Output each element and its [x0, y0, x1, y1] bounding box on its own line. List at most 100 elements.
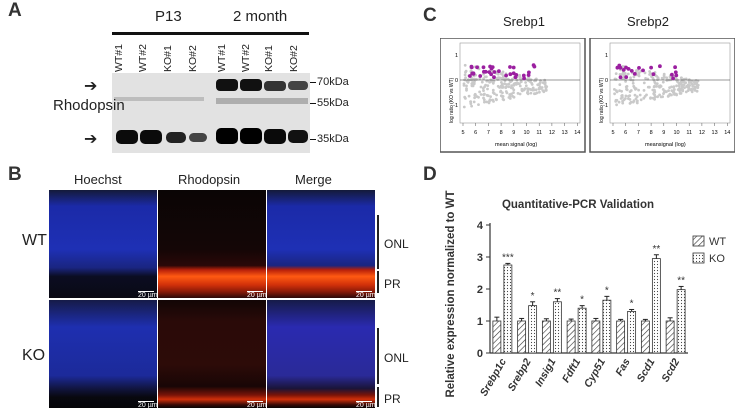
ma-significant-point: [658, 64, 662, 69]
lane-label: KO#2: [187, 45, 199, 72]
ma-background-point: [470, 82, 474, 86]
ma-background-point: [504, 85, 508, 89]
ma-background-point: [688, 81, 691, 84]
ma-ylabel-1: log ratio (KO vs WT): [449, 77, 455, 123]
legend-label: KO: [709, 253, 725, 265]
ma-background-point: [631, 81, 635, 85]
ma-significant-point: [671, 76, 675, 81]
ma-background-point: [464, 70, 467, 74]
ma-background-point: [538, 90, 541, 94]
row-ko-label: KO: [22, 347, 46, 364]
ma-background-point: [687, 87, 691, 91]
panel-b-letter: B: [8, 164, 22, 185]
wt-scale-bar-2: [247, 291, 263, 292]
ma-background-point: [518, 84, 522, 88]
category-label: Scd2: [659, 356, 682, 384]
ma-background-point: [501, 70, 505, 74]
ma-background-point: [625, 88, 629, 92]
ma-significant-point: [488, 64, 492, 69]
col-rhodopsin: Rhodopsin: [178, 172, 241, 187]
ko-scale-bar-1: [138, 401, 154, 402]
srebp1-title: Srebp1: [503, 14, 545, 29]
ma-background-point: [658, 93, 661, 97]
ma-background-point: [520, 88, 524, 92]
ma-y-tick-label: 0: [455, 78, 458, 84]
ma-background-point: [665, 76, 669, 80]
ma-plot-srebp2: log ratio (KO vs WT) meansignal (log) 5 6…: [589, 38, 735, 153]
ma-background-point: [624, 85, 628, 89]
ma-background-point: [463, 63, 467, 67]
ma-background-point: [481, 87, 485, 90]
ma-background-point: [689, 87, 693, 91]
ma-background-point: [624, 80, 627, 83]
ma-background-point: [639, 98, 643, 102]
ma-background-point: [661, 80, 665, 84]
ma-x-tick-label: 9: [662, 130, 665, 136]
ko-scale-text-1: 20 µm: [138, 402, 158, 409]
wt-hoechst-image: [49, 190, 157, 298]
ma-xlabel-2: meansignal (log): [645, 142, 686, 148]
marker-35: 35kDa: [317, 133, 349, 145]
ma-background-point: [529, 91, 533, 95]
lane-label: KO#1: [162, 45, 174, 72]
ko-scale-bar-2: [247, 401, 263, 402]
ma-background-point: [629, 76, 632, 80]
ma-background-point: [668, 86, 671, 89]
category-label: Cyp51: [582, 356, 608, 389]
bar-ko: [552, 301, 562, 354]
ma-background-point: [466, 78, 470, 82]
ma-background-point: [511, 86, 515, 90]
col-hoechst: Hoechst: [74, 172, 122, 187]
ma-background-point: [651, 96, 655, 100]
ma-background-point: [495, 76, 499, 80]
ma-significant-point: [478, 74, 483, 78]
wt-merge-image: [267, 190, 375, 298]
ma-background-point: [498, 76, 502, 80]
ma-significant-point: [632, 72, 637, 76]
ma-background-point: [662, 91, 666, 94]
ma-background-point: [482, 89, 485, 92]
ma-background-point: [473, 96, 476, 100]
ma-background-point: [628, 98, 632, 101]
ma-significant-point: [531, 63, 536, 67]
ma-background-point: [500, 81, 503, 84]
ma-significant-point: [626, 67, 631, 71]
lane-label: KO#1: [263, 45, 275, 72]
ma-background-point: [646, 77, 650, 81]
ma-background-point: [613, 88, 616, 91]
marker-55: 55kDa: [317, 97, 349, 109]
ma-background-point: [485, 100, 489, 104]
ma-background-point: [470, 84, 474, 88]
panel-a-letter: A: [8, 0, 22, 21]
ma-background-point: [632, 84, 636, 88]
ma-background-point: [670, 93, 673, 97]
ma-background-point: [470, 104, 473, 108]
significance-label: *: [605, 285, 609, 296]
significance-label: *: [531, 291, 535, 302]
ma-x-tick-label: 11: [536, 130, 542, 136]
ma-background-point: [534, 78, 537, 82]
ma-background-point: [516, 82, 520, 86]
wt-scale-bar-3: [356, 291, 372, 292]
ma-background-point: [643, 71, 647, 75]
ma-background-point: [463, 73, 467, 77]
significance-label: **: [553, 288, 561, 299]
ma-x-tick-label: 12: [549, 130, 555, 136]
bar-ko: [627, 310, 637, 354]
chart-ylabel: Relative expression normalized to WT: [445, 190, 457, 397]
ma-significant-point: [489, 72, 493, 77]
ma-background-point: [473, 92, 477, 96]
ma-y-tick-label: 1: [455, 53, 458, 59]
ma-background-point: [524, 84, 528, 88]
ma-background-point: [501, 74, 505, 78]
ma-background-point: [502, 77, 505, 81]
ko-onl-bracket: [377, 328, 379, 384]
ma-background-point: [680, 80, 683, 84]
ma-background-point: [472, 100, 476, 104]
bar-wt: [517, 320, 527, 354]
ma-background-point: [483, 100, 486, 104]
ma-background-point: [496, 84, 500, 88]
panel-d-letter: D: [423, 164, 437, 185]
group-p13-line: [112, 32, 214, 35]
ma-background-point: [534, 88, 538, 92]
